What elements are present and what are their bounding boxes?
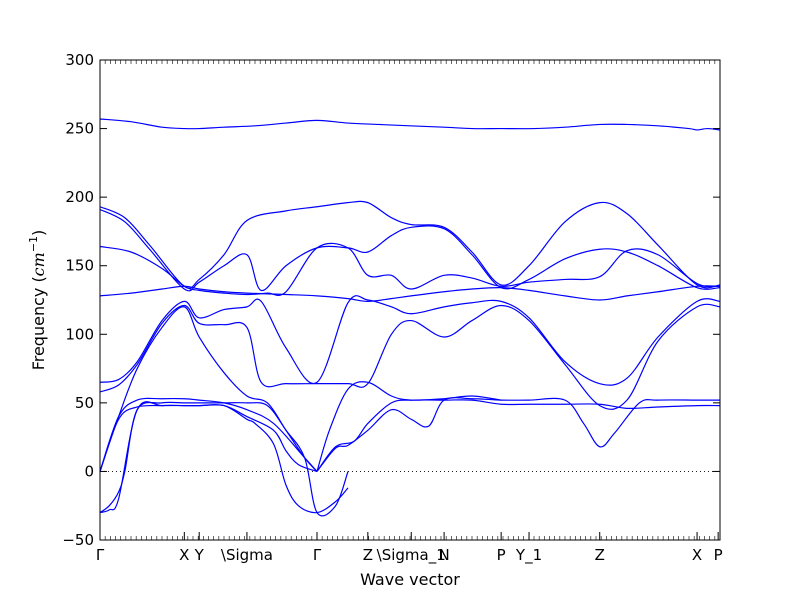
x-tick-label: P: [714, 546, 723, 564]
branch-line-3: [100, 208, 720, 292]
branch-line-1: [100, 118, 720, 131]
x-tick-label: Y_1: [515, 546, 542, 565]
branch-line-6: [100, 295, 720, 386]
x-tick-label: Z: [595, 546, 605, 564]
x-tick-label: Z: [363, 546, 373, 564]
y-axis-label: Frequency (cm−1): [27, 230, 48, 371]
y-axis-label-text: Frequency: [29, 288, 48, 371]
branch-line-7: [100, 303, 720, 410]
branch-line-4: [100, 242, 720, 296]
x-tick-label: P: [497, 546, 506, 564]
branch-line-15: [100, 401, 349, 514]
x-tick-label: Y: [194, 546, 205, 564]
branch-line-13: [316, 397, 720, 472]
y-tick-label: 100: [65, 325, 94, 343]
x-tick-label: X: [179, 546, 189, 564]
x-axis-label: Wave vector: [360, 570, 460, 589]
y-tick-label: 300: [65, 51, 94, 69]
y-tick-label: 0: [84, 462, 94, 480]
y-axis: −50 0 50 100 150 200 250 300: [62, 51, 720, 549]
x-tick-label: Γ: [313, 546, 322, 564]
x-tick-label: \Sigma_1: [377, 546, 446, 565]
y-axis-label-group: Frequency (cm−1): [27, 230, 48, 371]
y-axis-label-unit-exponent: −1: [27, 236, 40, 252]
branch-line-12: [316, 399, 720, 472]
branch-line-9: [316, 381, 502, 472]
branch-line-10: [100, 397, 318, 472]
branch-line-2: [100, 200, 720, 289]
dispersion-curves: [100, 118, 720, 517]
plot-frame: [99, 59, 721, 541]
x-tick-label: \Sigma: [221, 546, 273, 564]
y-tick-label: 50: [75, 394, 94, 412]
x-tick-label: N: [438, 546, 449, 564]
y-axis-label-open-paren: (: [29, 276, 48, 287]
y-tick-label: −50: [62, 531, 94, 549]
x-tick-label: Γ: [96, 546, 105, 564]
y-axis-label-unit: cm: [29, 252, 48, 276]
y-tick-label: 200: [65, 188, 94, 206]
y-tick-label: 150: [65, 257, 94, 275]
x-axis: Γ X Y \Sigma Γ Z \Sigma_1N P Y_1 Z X P: [96, 532, 723, 565]
minor-ticks: [99, 60, 721, 540]
y-tick-label: 250: [65, 120, 94, 138]
x-tick-label: X: [692, 546, 702, 564]
branch-line-5: [100, 285, 720, 302]
y-axis-label-close-paren: ): [29, 230, 48, 236]
